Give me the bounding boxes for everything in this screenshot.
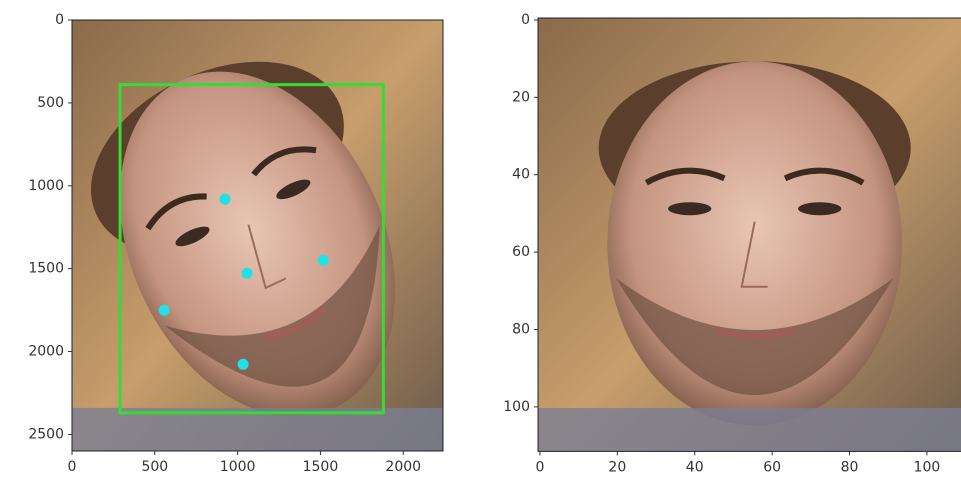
eye xyxy=(668,202,711,215)
eye xyxy=(798,202,841,215)
photo xyxy=(538,18,961,451)
landmark xyxy=(238,359,249,370)
y-tick-label: 60 xyxy=(512,244,530,260)
landmark xyxy=(220,194,231,205)
figure: 0500100015002000050010001500200025000204… xyxy=(0,0,961,484)
x-tick-label: 0 xyxy=(535,459,544,475)
x-tick-label: 2000 xyxy=(385,459,421,475)
x-tick-label: 100 xyxy=(914,459,941,475)
y-tick-label: 1000 xyxy=(28,178,64,194)
y-tick-label: 80 xyxy=(512,322,530,338)
landmark xyxy=(242,268,253,279)
y-tick-label: 2000 xyxy=(28,344,64,360)
x-tick-label: 20 xyxy=(608,459,626,475)
y-tick-label: 40 xyxy=(512,167,530,183)
x-tick-label: 1500 xyxy=(303,459,339,475)
x-tick-label: 80 xyxy=(841,459,859,475)
y-tick-label: 0 xyxy=(55,12,64,28)
landmark xyxy=(159,305,170,316)
y-tick-label: 2500 xyxy=(28,426,64,442)
axes: 0 500 1000 1500 2000 0 500 1000 1500 2000 2500 xyxy=(28,12,455,475)
x-tick-label: 500 xyxy=(141,459,168,475)
axes: 0 20 40 60 80 100 0 20 40 60 80 100 xyxy=(503,12,961,475)
y-tick-label: 100 xyxy=(503,399,530,415)
shirt xyxy=(538,408,961,451)
y-tick-label: 20 xyxy=(512,89,530,105)
y-tick-label: 500 xyxy=(37,95,64,111)
x-tick-label: 0 xyxy=(68,459,77,475)
y-tick-label: 1500 xyxy=(28,261,64,277)
landmark xyxy=(318,255,329,266)
x-tick-label: 1000 xyxy=(220,459,256,475)
x-tick-label: 40 xyxy=(686,459,704,475)
y-tick-label: 0 xyxy=(521,12,530,28)
x-tick-label: 60 xyxy=(763,459,781,475)
page: {"chart_data": [ {"type": "image", "xlim… xyxy=(0,0,961,484)
